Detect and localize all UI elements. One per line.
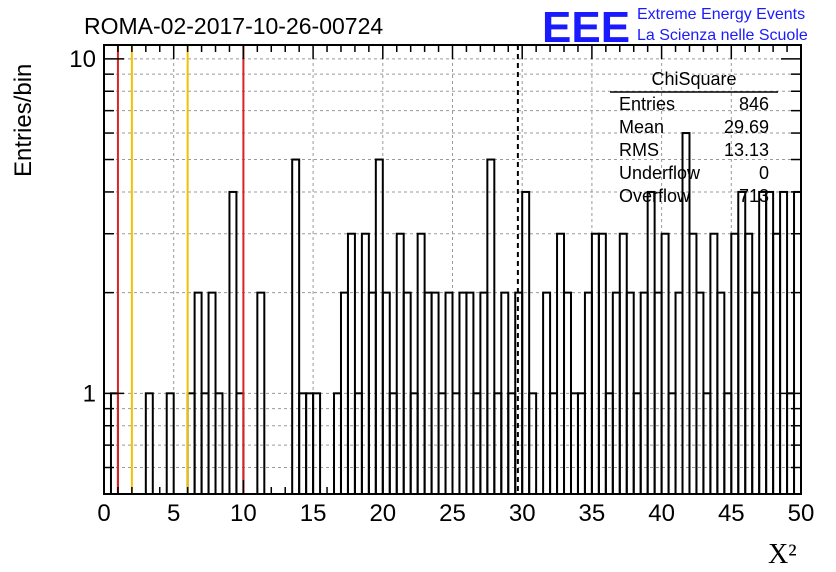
histogram-bin <box>228 190 238 495</box>
x-tick-label: 5 <box>167 500 180 527</box>
histogram-bin <box>688 232 698 495</box>
histogram-bin <box>758 190 768 495</box>
histogram-bin <box>597 232 607 495</box>
x-tick-label: 20 <box>369 500 396 527</box>
run-title: ROMA-02-2017-10-26-00724 <box>84 13 383 39</box>
brand-line-2: La Scienza nelle Scuole <box>637 27 808 44</box>
x-tick-label: 40 <box>648 500 675 527</box>
brand-line-1: Extreme Energy Events <box>637 6 805 23</box>
x-tick-label: 35 <box>579 500 606 527</box>
histogram-bin <box>556 232 566 495</box>
stats-box: ChiSquare Entries 846 Mean 29.69 RMS 13.… <box>610 69 778 206</box>
tick-layer: 0 5 10 15 20 25 30 35 40 45 50 1 10 <box>69 45 814 527</box>
stats-label-underflow: Underflow <box>619 163 701 183</box>
histogram-bin <box>618 232 628 495</box>
histogram-bin <box>486 158 496 495</box>
histogram-bin <box>765 190 775 495</box>
histogram-bin <box>709 232 719 495</box>
brand-logo: EEE <box>542 3 630 52</box>
histogram-bin <box>646 190 656 495</box>
stats-value-entries: 846 <box>739 94 769 114</box>
y-tick-label: 10 <box>69 46 96 73</box>
x-tick-label: 25 <box>439 500 466 527</box>
x-axis-label: X² <box>768 539 797 570</box>
y-axis-label: Entries/bin <box>10 64 37 177</box>
histogram-bin <box>521 190 531 495</box>
stats-value-mean: 29.69 <box>724 117 769 137</box>
stats-value-overflow: 713 <box>739 186 769 206</box>
histogram-bin <box>360 232 370 495</box>
x-tick-label: 10 <box>230 500 257 527</box>
stats-title: ChiSquare <box>651 69 736 89</box>
x-tick-label: 15 <box>300 500 327 527</box>
histogram-bin <box>779 190 789 495</box>
y-tick-label: 1 <box>83 380 96 407</box>
histogram-bin <box>793 190 803 495</box>
histogram-bin <box>730 232 740 495</box>
histogram-bin <box>395 232 405 495</box>
histogram-bin <box>660 232 670 495</box>
stats-label-rms: RMS <box>619 140 659 160</box>
stats-value-rms: 13.13 <box>724 140 769 160</box>
histogram-bin <box>346 232 356 495</box>
x-tick-label: 0 <box>97 500 110 527</box>
histogram-bin <box>744 232 754 495</box>
histogram-bin <box>737 190 747 495</box>
x-tick-label: 50 <box>788 500 815 527</box>
stats-label-entries: Entries <box>619 94 675 114</box>
histogram-layer <box>109 132 803 496</box>
reference-lines-layer <box>116 45 519 494</box>
stats-value-underflow: 0 <box>759 163 769 183</box>
stats-label-overflow: Overflow <box>619 186 691 206</box>
x-tick-label: 30 <box>509 500 536 527</box>
histogram-bin <box>416 232 426 495</box>
x-tick-label: 45 <box>718 500 745 527</box>
stats-label-mean: Mean <box>619 117 664 137</box>
histogram-bin <box>772 232 782 495</box>
histogram-bin <box>291 158 301 495</box>
histogram-bin <box>374 158 384 495</box>
histogram-bin <box>590 232 600 495</box>
